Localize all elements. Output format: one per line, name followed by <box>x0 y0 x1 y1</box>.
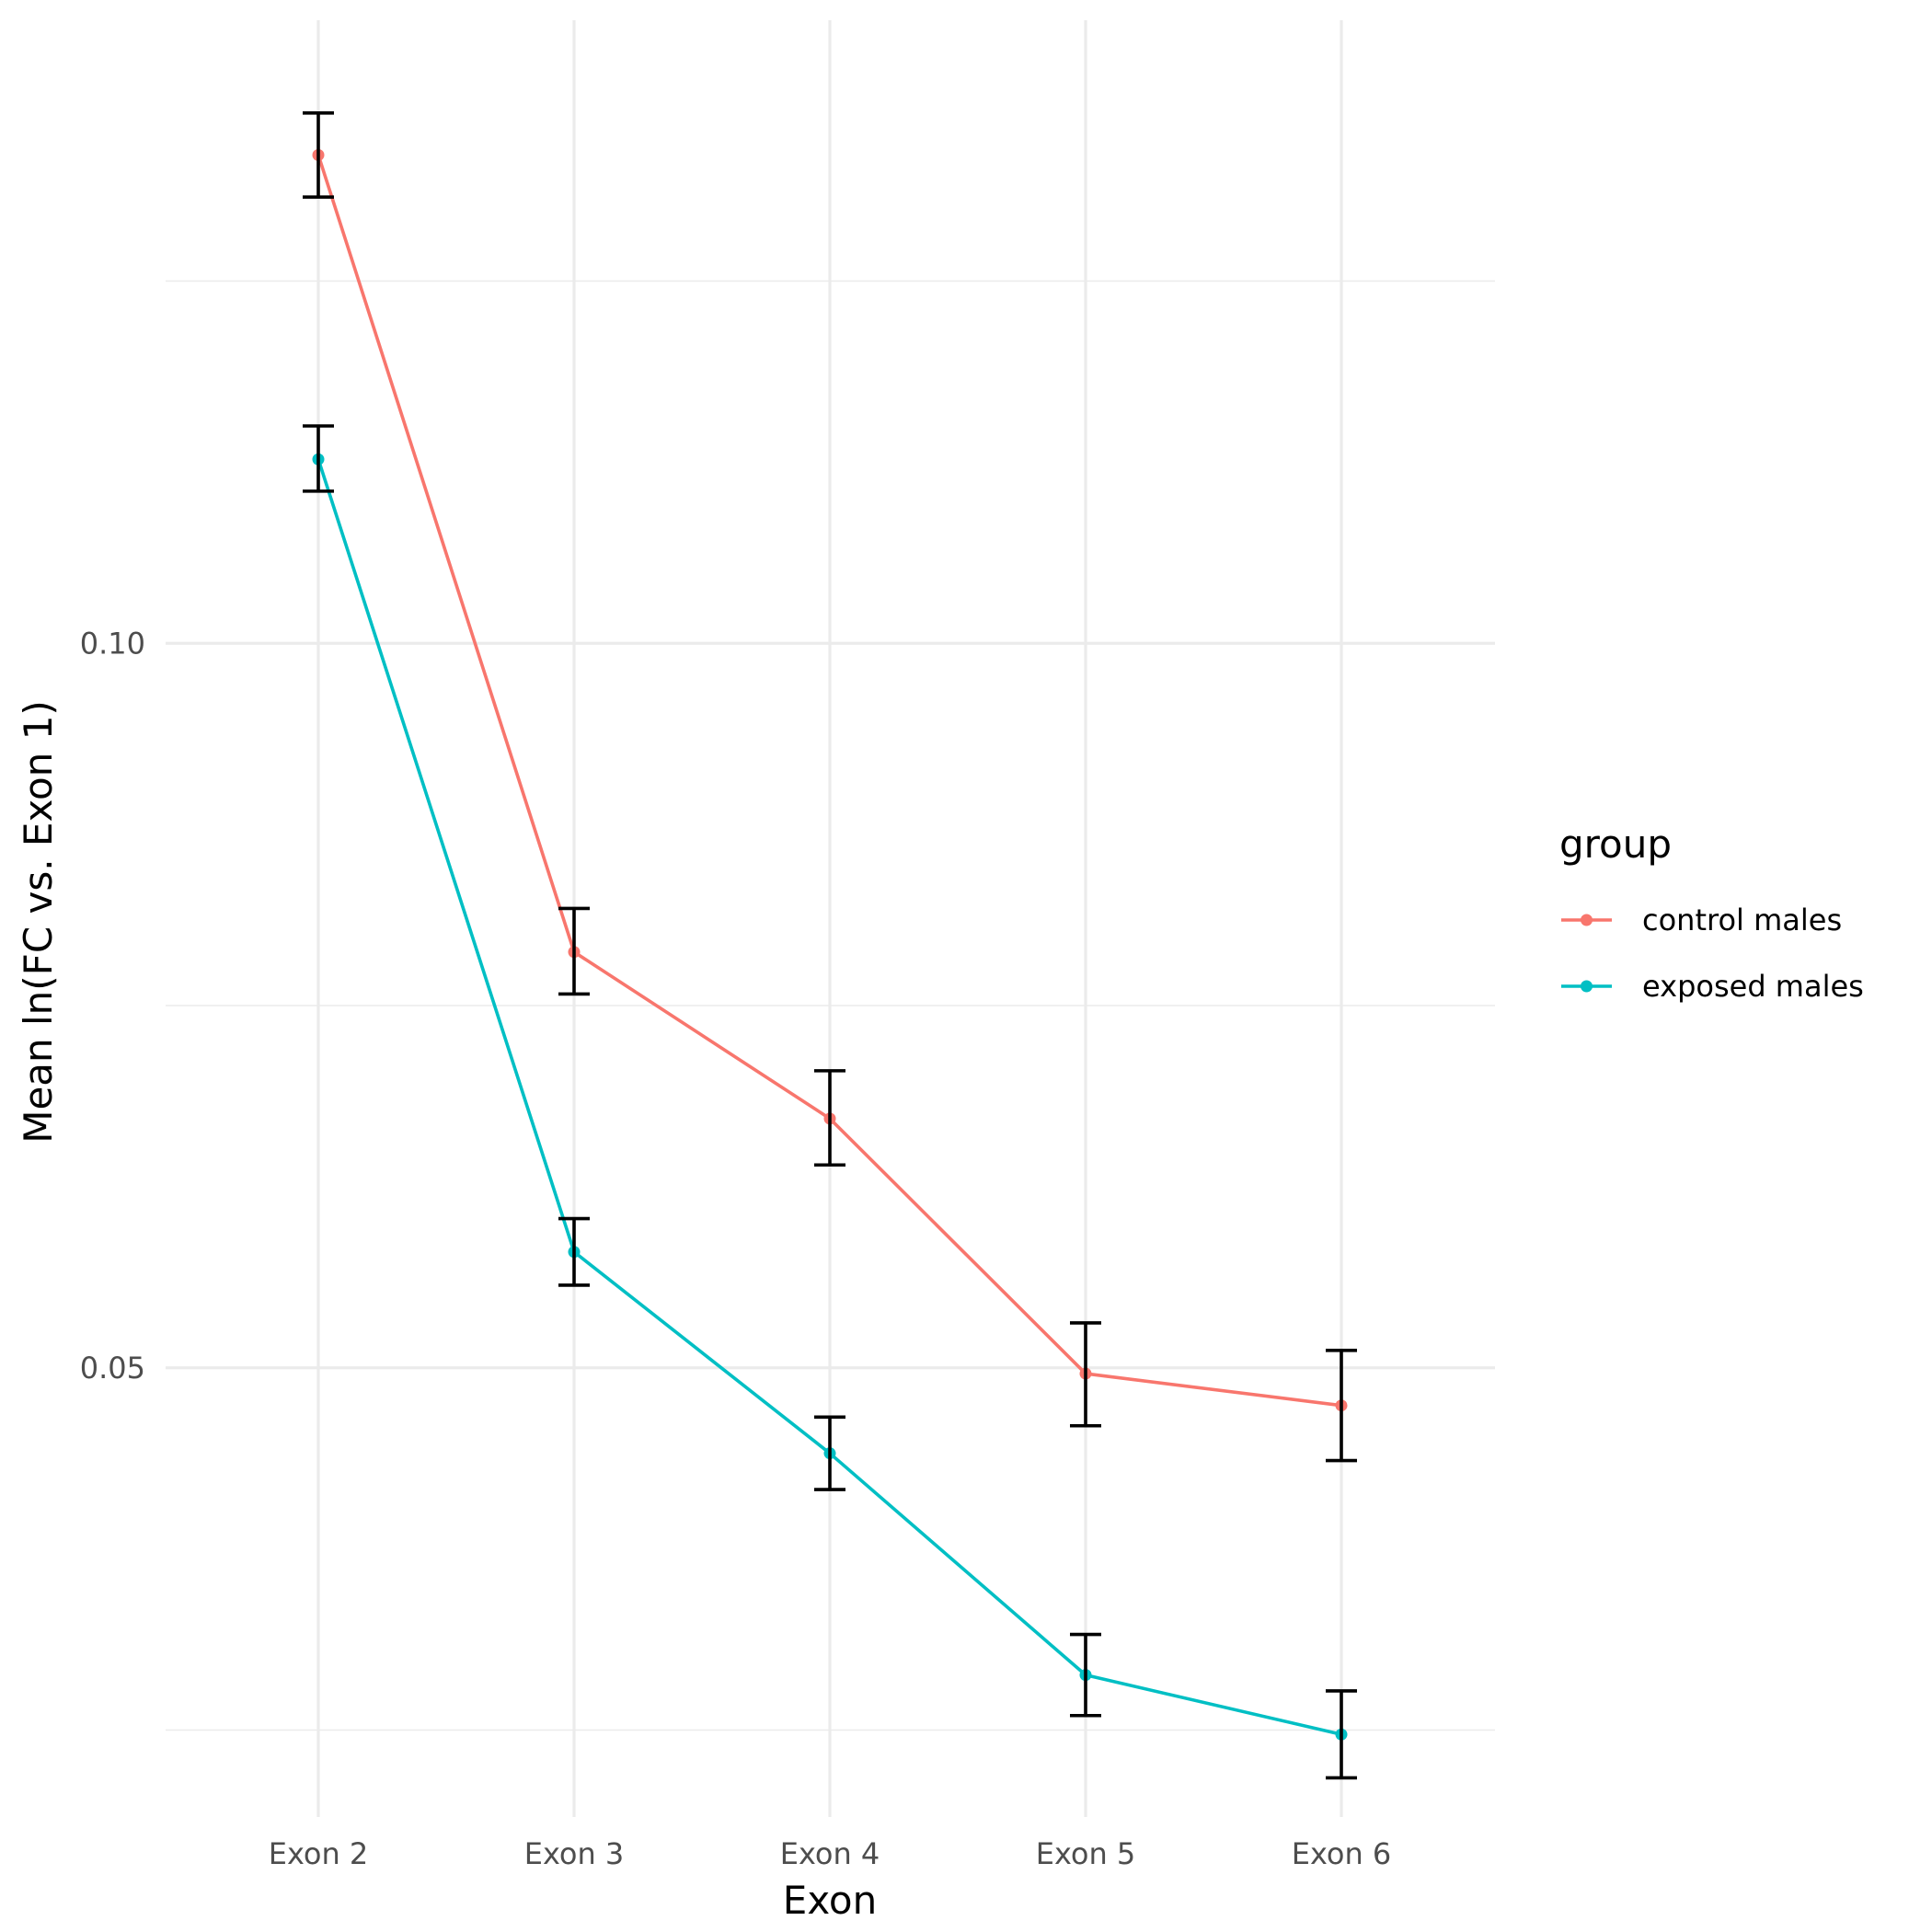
x-tick-label: Exon 5 <box>1036 1836 1136 1871</box>
legend-items: control males exposed males <box>1561 903 1864 1004</box>
error-bar <box>558 906 590 996</box>
legend-label: control males <box>1642 903 1842 937</box>
x-axis-title: Exon <box>783 1878 877 1923</box>
error-bar <box>814 1069 845 1167</box>
legend-key-point <box>1581 980 1593 993</box>
legend: group control males exposed males <box>1559 822 1864 1004</box>
grid <box>166 20 1495 1817</box>
error-bar <box>303 111 334 199</box>
y-axis-title: Mean ln(FC vs. Exon 1) <box>16 700 61 1144</box>
y-tick-label: 0.05 <box>80 1351 145 1386</box>
legend-label: exposed males <box>1642 969 1864 1004</box>
x-axis-ticks: Exon 2 Exon 3 Exon 4 Exon 5 Exon 6 <box>269 1836 1392 1871</box>
legend-key-point <box>1581 914 1593 926</box>
error-bar <box>1070 1632 1101 1718</box>
legend-item: control males <box>1561 903 1842 937</box>
x-tick-label: Exon 4 <box>780 1836 880 1871</box>
error-bar <box>1070 1321 1101 1428</box>
error-bar <box>1326 1689 1357 1780</box>
error-bar <box>1326 1349 1357 1463</box>
legend-item: exposed males <box>1561 969 1864 1004</box>
legend-title: group <box>1559 822 1672 867</box>
error-bars <box>303 111 1357 1780</box>
error-bar <box>303 424 334 493</box>
y-axis-ticks: 0.05 0.10 <box>80 626 145 1386</box>
x-tick-label: Exon 6 <box>1292 1836 1392 1871</box>
x-tick-label: Exon 2 <box>269 1836 369 1871</box>
y-tick-label: 0.10 <box>80 626 145 661</box>
error-bar <box>558 1216 590 1287</box>
error-bar <box>814 1415 845 1491</box>
x-tick-label: Exon 3 <box>524 1836 625 1871</box>
